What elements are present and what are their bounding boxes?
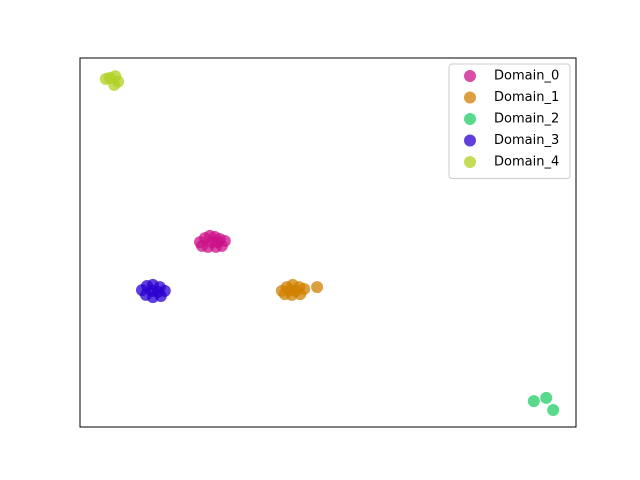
scatter-point <box>547 404 560 417</box>
legend-label: Domain_3 <box>494 133 559 148</box>
legend-label: Domain_4 <box>494 155 559 170</box>
legend-label: Domain_0 <box>494 69 559 84</box>
scatter-point <box>103 71 116 84</box>
scatter-point <box>196 239 209 252</box>
legend-marker <box>464 156 476 168</box>
legend-marker <box>464 70 476 82</box>
legend-label: Domain_1 <box>494 90 559 105</box>
scatter-point <box>527 395 540 408</box>
legend: Domain_0 Domain_1 Domain_2 Domain_3 Domain_4 <box>448 63 571 179</box>
legend-marker <box>464 134 476 147</box>
scatter-point <box>311 281 324 294</box>
legend-marker <box>464 113 476 125</box>
plot-frame <box>79 57 577 428</box>
scatter-point <box>540 391 553 404</box>
legend-label: Domain_2 <box>494 112 559 127</box>
scatter-point <box>211 236 224 249</box>
legend-marker <box>464 91 476 104</box>
scatter-point <box>151 285 164 298</box>
legend-box <box>448 63 571 179</box>
scatter-point <box>289 284 302 297</box>
